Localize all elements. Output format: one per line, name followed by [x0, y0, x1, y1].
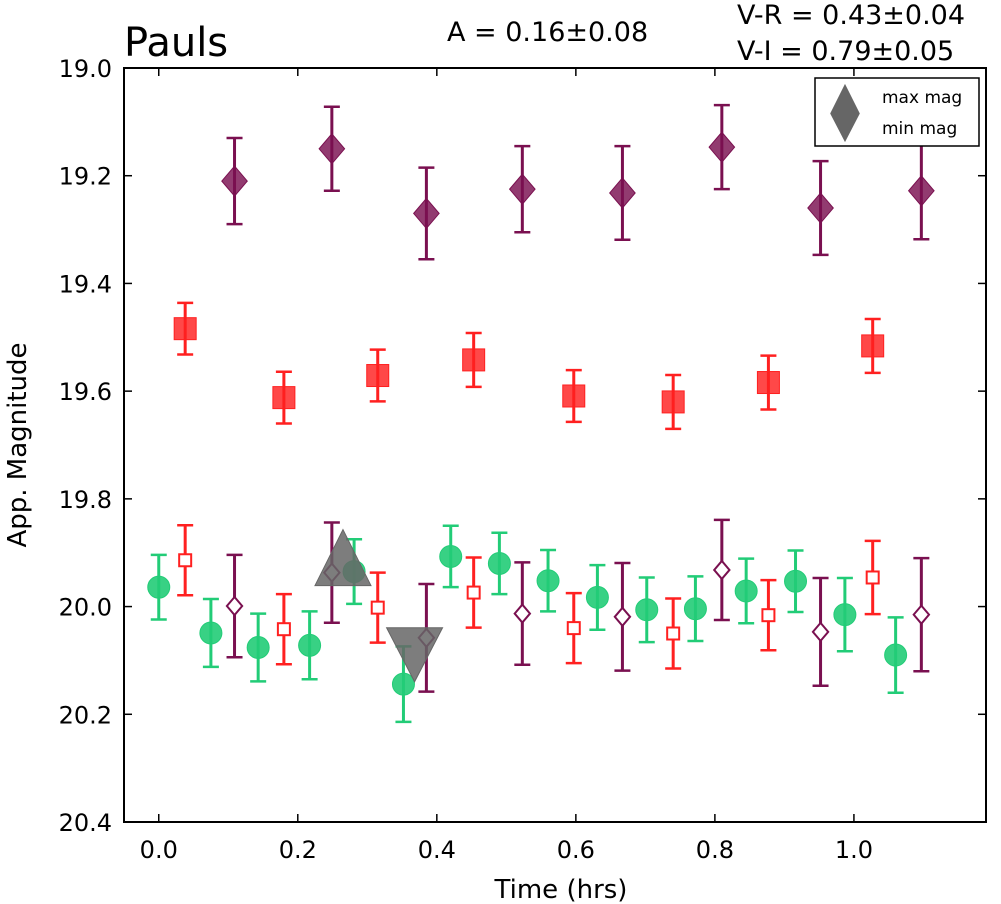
legend-max-mag-marker: [830, 83, 860, 114]
x-tick-label: 0.0: [140, 836, 178, 864]
circle-marker: [199, 621, 223, 645]
vr-color-annotation: V-R = 0.43±0.04: [737, 0, 965, 31]
diamond-marker: [708, 131, 736, 163]
y-tick-label: 19.8: [59, 486, 112, 514]
diamond-marker: [613, 606, 632, 628]
diamond-marker: [807, 192, 834, 224]
amplitude-annotation: A = 0.16±0.08: [447, 17, 648, 48]
square-marker: [666, 626, 681, 641]
diamond-marker: [712, 559, 731, 581]
circle-marker: [784, 569, 808, 593]
diamond-marker: [513, 603, 532, 625]
diamond-marker: [508, 173, 536, 205]
square-marker: [272, 386, 296, 410]
square-marker: [366, 364, 390, 388]
square-marker: [756, 371, 780, 395]
x-tick-label: 0.4: [418, 836, 456, 864]
circle-marker: [734, 579, 758, 603]
diamond-marker: [412, 197, 440, 230]
square-marker: [865, 570, 880, 585]
y-tick-label: 19.0: [59, 55, 112, 83]
y-tick-label: 19.4: [59, 270, 112, 298]
data-series-layer: [147, 103, 935, 724]
y-tick-label: 20.2: [59, 701, 112, 729]
square-marker: [178, 553, 193, 568]
legend-min-mag-marker: [830, 113, 860, 143]
plot-frame: [123, 67, 987, 823]
x-axis-label: Time (hrs): [494, 875, 628, 904]
circle-marker: [298, 633, 322, 657]
square-marker: [173, 317, 197, 341]
x-tick-label: 0.8: [696, 836, 734, 864]
diamond-marker: [318, 133, 346, 165]
legend: max mag min mag: [814, 77, 980, 147]
circle-marker: [391, 672, 415, 696]
circle-marker: [147, 575, 171, 599]
legend-min-mag-label: min mag: [882, 119, 957, 139]
square-marker: [276, 622, 291, 637]
square-marker: [562, 384, 586, 408]
square-marker: [861, 334, 885, 358]
square-marker: [661, 390, 685, 414]
axis-ticks: 0.0 0.2 0.4 0.6 0.8 1.0 19.0 19.2 19.4 19.6 19.8 20…: [59, 55, 986, 864]
square-marker: [761, 608, 776, 623]
circle-marker: [884, 643, 908, 667]
circle-marker: [536, 569, 560, 593]
diamond-marker: [221, 165, 248, 197]
y-tick-label: 19.2: [59, 163, 112, 191]
legend-max-mag-label: max mag: [882, 88, 962, 108]
circle-marker: [833, 603, 857, 627]
y-tick-label: 20.4: [59, 809, 112, 837]
diamond-marker: [912, 604, 931, 626]
circle-marker: [439, 544, 463, 568]
y-tick-label: 19.6: [59, 378, 112, 406]
square-marker: [566, 621, 581, 636]
square-marker: [370, 600, 385, 615]
x-tick-label: 0.2: [279, 836, 317, 864]
vi-color-annotation: V-I = 0.79±0.05: [737, 36, 954, 67]
circle-marker: [683, 597, 707, 621]
circle-marker: [487, 551, 511, 575]
diamond-marker: [225, 595, 244, 617]
diamond-marker: [609, 177, 636, 209]
min-mag-marker: [385, 627, 444, 683]
diamond-marker: [907, 175, 935, 207]
circle-marker: [246, 636, 270, 660]
y-axis-label: App. Magnitude: [3, 342, 33, 547]
x-tick-label: 1.0: [835, 836, 873, 864]
x-tick-label: 0.6: [557, 836, 595, 864]
max-mag-marker: [314, 528, 372, 587]
circle-marker: [635, 598, 659, 622]
chart-title: Pauls: [124, 20, 228, 66]
circle-marker: [585, 585, 609, 609]
y-tick-label: 20.0: [59, 594, 112, 622]
square-marker: [462, 348, 486, 372]
square-marker: [466, 585, 481, 600]
diamond-marker: [811, 621, 830, 643]
